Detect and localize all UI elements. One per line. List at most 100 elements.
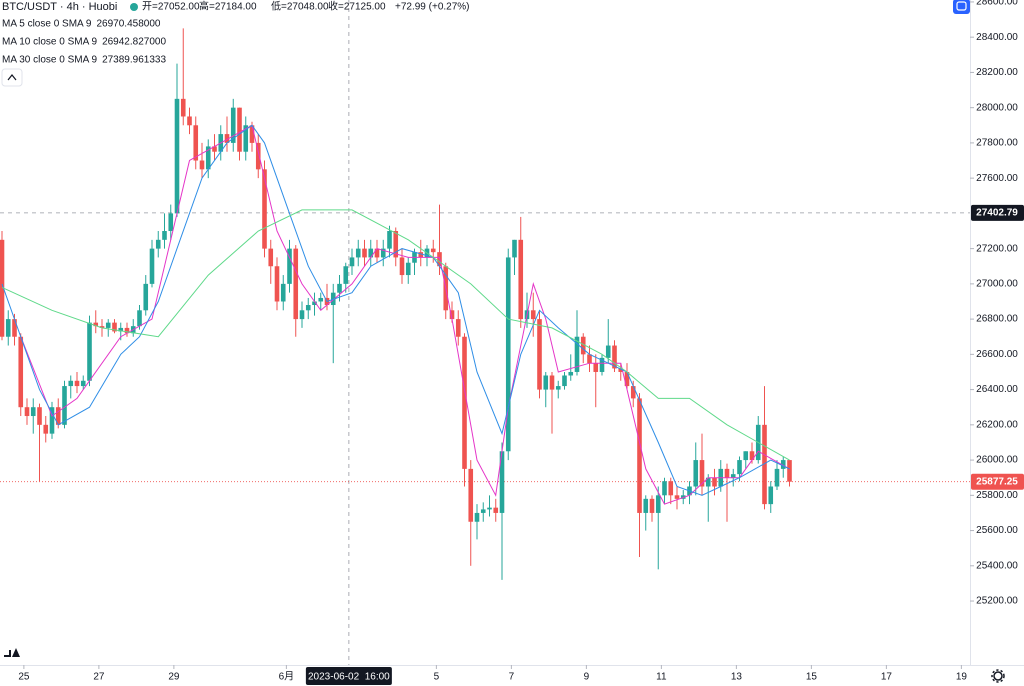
ohlc-value: +72.99 (+0.27%) xyxy=(395,2,470,13)
candle-body xyxy=(99,326,105,328)
candle-body xyxy=(643,498,649,513)
candle-body xyxy=(337,283,342,293)
candle-body xyxy=(649,498,655,513)
candle-body xyxy=(187,116,192,126)
candle-body xyxy=(5,319,11,337)
candle-body xyxy=(749,451,755,461)
candle-body xyxy=(293,248,299,320)
candle-body xyxy=(455,319,461,337)
x-tick-label: 17 xyxy=(881,672,893,683)
y-tick-label: 28600.00 xyxy=(976,0,1018,8)
candle-body xyxy=(299,310,305,320)
x-tick-label: 29 xyxy=(168,672,180,683)
legend-value: 26942.827000 xyxy=(102,37,166,48)
candle-body xyxy=(149,248,155,284)
collapse-icon xyxy=(7,74,17,81)
candle-body xyxy=(68,380,74,387)
collapse-button[interactable] xyxy=(1,68,23,87)
candle-body xyxy=(249,125,255,143)
ohlc-value: 开=27052.00 xyxy=(142,2,200,13)
y-tick-label: 25400.00 xyxy=(976,560,1018,571)
settings-button[interactable] xyxy=(991,669,1005,683)
candle-body xyxy=(605,345,611,358)
candle-body xyxy=(155,239,161,249)
candle-body xyxy=(712,477,717,487)
candle-body xyxy=(505,257,511,452)
candle-body xyxy=(518,239,524,320)
candle-body xyxy=(737,460,742,475)
x-tick-label: 13 xyxy=(731,672,743,683)
candle-body xyxy=(549,375,555,390)
y-tick-label: 26000.00 xyxy=(976,455,1018,466)
candle-body xyxy=(162,231,167,240)
x-tick-label: 15 xyxy=(806,672,818,683)
candle-body xyxy=(499,451,505,513)
candle-body xyxy=(574,336,580,372)
price-label: 25877.25 xyxy=(976,476,1018,487)
x-tick-label: 27 xyxy=(93,672,105,683)
candle-body xyxy=(268,248,274,267)
y-tick-label: 28200.00 xyxy=(976,67,1018,78)
candle-body xyxy=(774,468,780,487)
candle-body xyxy=(599,357,605,372)
candle-body xyxy=(480,509,486,513)
candle-body xyxy=(768,486,774,505)
candle-body xyxy=(374,248,380,258)
candle-body xyxy=(368,248,374,258)
candle-body xyxy=(305,305,311,311)
candle-body xyxy=(80,380,86,387)
candle-body xyxy=(593,363,599,372)
candle-body xyxy=(18,336,24,408)
y-tick-label: 26200.00 xyxy=(976,419,1018,430)
candle-body xyxy=(193,125,199,161)
y-tick-label: 26800.00 xyxy=(976,314,1018,325)
candle-body xyxy=(0,239,5,337)
candle-body xyxy=(112,322,117,332)
legend-label: MA 10 close 0 SMA 9 xyxy=(2,37,97,48)
candle-body xyxy=(724,468,730,478)
ma-line xyxy=(20,124,790,505)
candle-body xyxy=(662,481,667,496)
candle-body xyxy=(280,283,286,302)
ohlc-value: 低=27048.00 xyxy=(271,0,329,13)
candle-body xyxy=(743,451,749,461)
candle-body xyxy=(780,460,786,469)
ohlc-value: 收=27125.00 xyxy=(328,0,386,13)
candle-body xyxy=(618,368,624,372)
x-tick-label: 19 xyxy=(956,672,968,683)
candle-body xyxy=(405,262,411,276)
y-tick-label: 27000.00 xyxy=(976,279,1018,290)
legend-value: 27389.961333 xyxy=(102,55,166,66)
chart-title: BTC/USDT · 4h · Huobi xyxy=(2,1,117,13)
y-tick-label: 28000.00 xyxy=(976,102,1018,113)
price-label-box xyxy=(971,204,1024,221)
candle-body xyxy=(430,248,436,253)
candle-body xyxy=(243,125,249,152)
candle-body xyxy=(37,407,42,425)
plot-area xyxy=(0,0,970,665)
candle-body xyxy=(255,142,261,170)
ohlc-value: 高=27184.00 xyxy=(199,0,257,13)
candle-body xyxy=(555,386,561,390)
candle-body xyxy=(630,386,636,399)
candle-body xyxy=(55,407,61,425)
candle-body xyxy=(637,398,642,513)
y-tick-label: 28400.00 xyxy=(976,32,1018,43)
candle-body xyxy=(562,375,567,387)
candle-body xyxy=(568,371,574,376)
candle-body xyxy=(530,310,536,320)
candle-body xyxy=(787,460,792,482)
price-label: 27402.79 xyxy=(976,208,1018,219)
candle-body xyxy=(449,310,455,320)
candle-body xyxy=(87,322,92,381)
candle-body xyxy=(287,248,292,284)
candle-body xyxy=(693,460,699,487)
legend-label: MA 5 close 0 SMA 9 xyxy=(2,19,92,30)
ma-line xyxy=(1,209,790,461)
candle-body xyxy=(93,322,99,327)
candle-body xyxy=(699,460,705,487)
candle-body xyxy=(205,146,211,170)
candle-body xyxy=(655,495,661,513)
candle-body xyxy=(143,283,149,311)
candle-body xyxy=(124,327,130,334)
